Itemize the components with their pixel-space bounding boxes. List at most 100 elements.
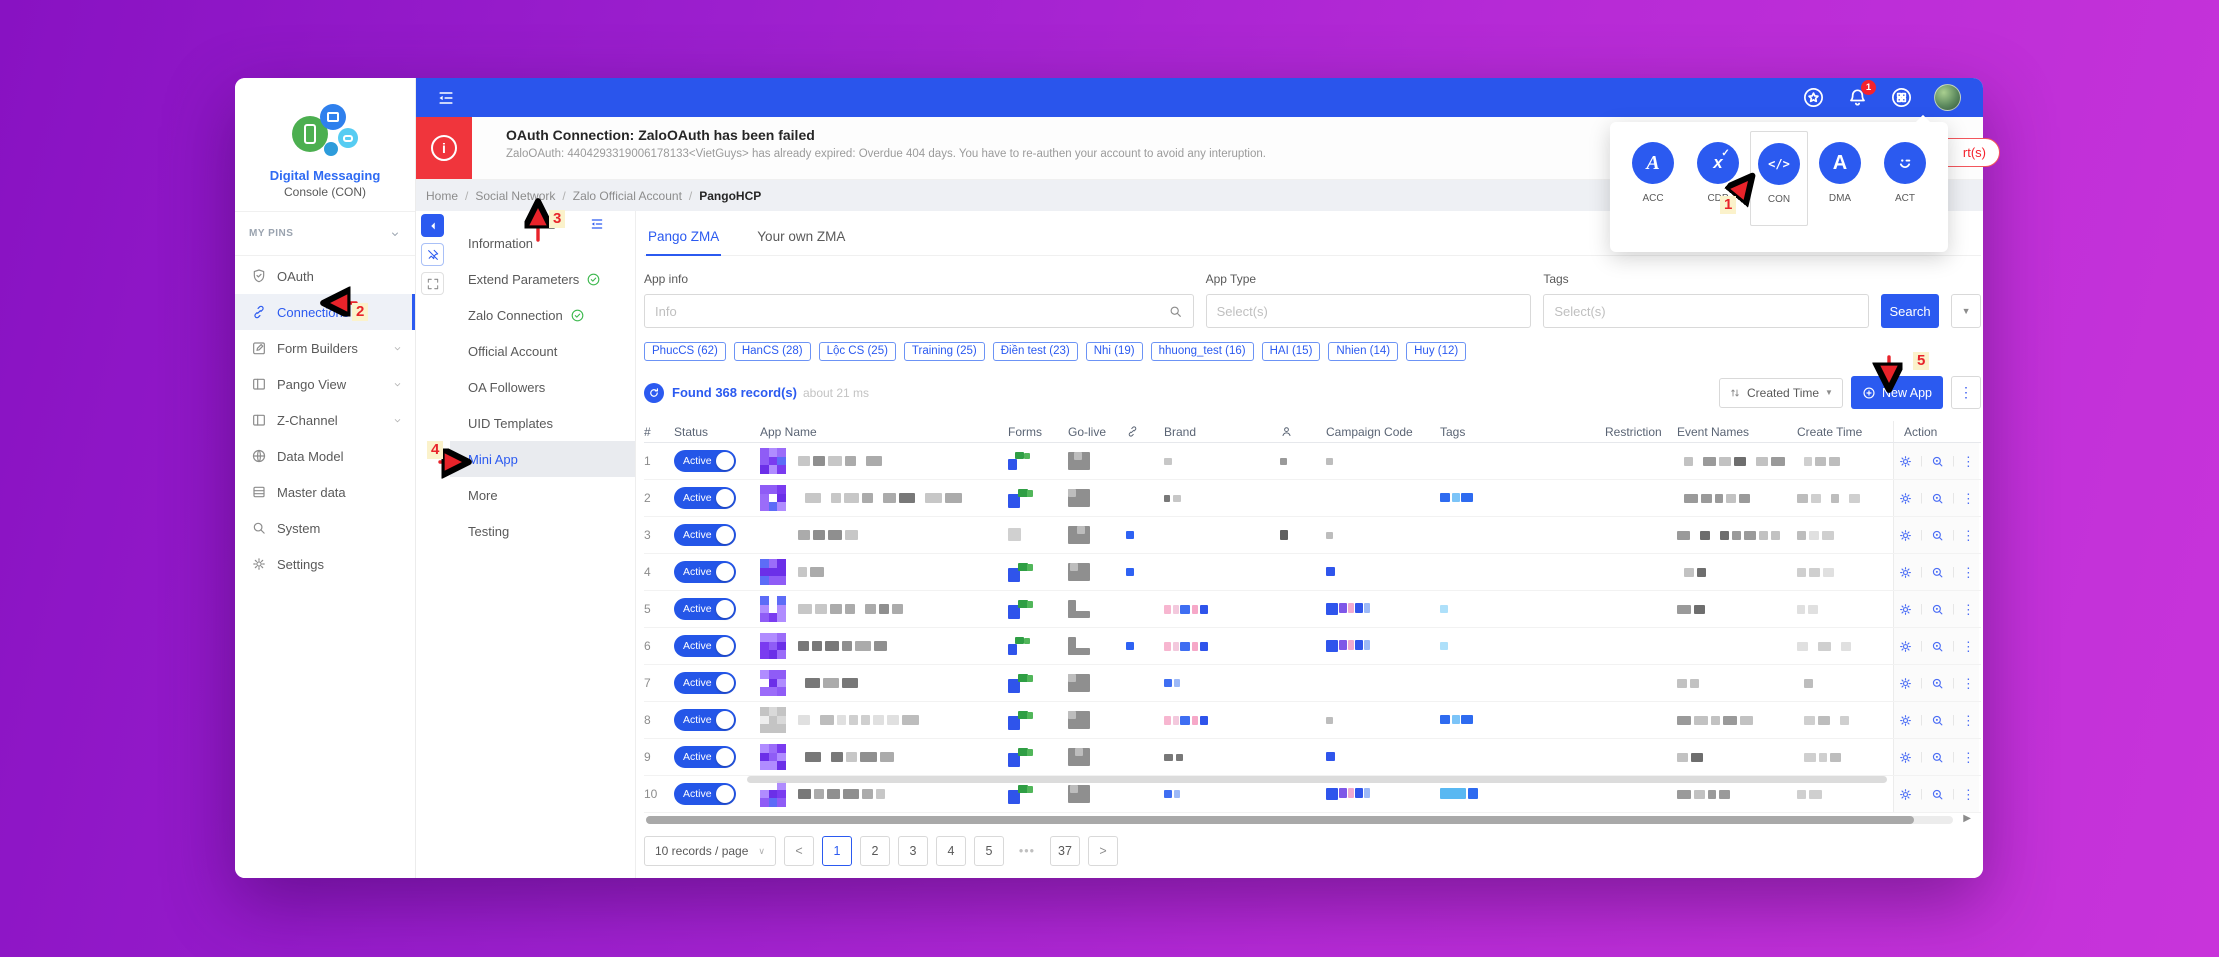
scroll-right-arrow-icon[interactable]: ▶ [1963,813,1971,824]
preview-search-icon[interactable] [1930,639,1945,654]
active-toggle[interactable]: Active [674,487,736,509]
active-toggle[interactable]: Active [674,783,736,805]
tab-your-own-zma[interactable]: Your own ZMA [757,229,846,244]
tag-chip-i-n-test-23[interactable]: Điền test (23) [992,342,1078,361]
preview-search-icon[interactable] [1930,602,1945,617]
favorites-star-icon[interactable] [1802,86,1825,109]
page-size-select[interactable]: 10 records / page ∨ [644,836,776,866]
search-button[interactable]: Search [1881,294,1940,328]
preview-search-icon[interactable] [1930,713,1945,728]
more-actions-icon[interactable]: ⋮ [1961,527,1975,543]
active-toggle[interactable]: Active [674,672,736,694]
more-actions-icon[interactable]: ⋮ [1961,453,1975,469]
tag-chip-hancs-28[interactable]: HanCS (28) [733,342,811,361]
notifications-bell-icon[interactable]: 1 [1846,80,1876,109]
active-toggle[interactable]: Active [674,746,736,768]
nav-item-information[interactable]: Information [450,225,635,261]
pagination-page-4[interactable]: 4 [936,836,966,866]
active-toggle[interactable]: Active [674,450,736,472]
collapse-panel-button[interactable] [421,214,444,237]
scrollbar-track[interactable] [646,816,1953,824]
sidebar-item-settings[interactable]: Settings [235,546,415,582]
more-actions-icon[interactable]: ⋮ [1961,601,1975,617]
menu-fold-icon[interactable] [436,88,456,108]
active-toggle[interactable]: Active [674,709,736,731]
unpin-icon[interactable] [421,243,444,266]
pagination-prev[interactable]: < [784,836,814,866]
tag-chip-hai-15[interactable]: HAI (15) [1261,342,1321,361]
nav-item-official-account[interactable]: Official Account [450,333,635,369]
gear-icon[interactable] [1898,787,1913,802]
preview-search-icon[interactable] [1930,750,1945,765]
app-switch-con[interactable]: </> CON [1750,131,1808,226]
user-avatar[interactable] [1934,84,1961,111]
active-toggle[interactable]: Active [674,635,736,657]
app-switch-act[interactable]: ACT [1876,142,1934,226]
my-pins-row[interactable]: MY PINS [235,212,415,256]
preview-search-icon[interactable] [1930,528,1945,543]
tag-chip-l-c-cs-25[interactable]: Lộc CS (25) [818,342,896,361]
tag-chip-nhi-19[interactable]: Nhi (19) [1085,342,1143,361]
breadcrumb-home[interactable]: Home [426,188,459,203]
apps-grid-icon[interactable] [1890,86,1913,109]
preview-search-icon[interactable] [1930,676,1945,691]
sort-created-time-button[interactable]: Created Time ▼ [1719,377,1843,408]
sidebar-item-z-channel[interactable]: Z-Channel [235,402,415,438]
gear-icon[interactable] [1898,454,1913,469]
preview-search-icon[interactable] [1930,454,1945,469]
table-horizontal-scrollbar-floating[interactable] [747,776,1887,783]
gear-icon[interactable] [1898,639,1913,654]
active-toggle[interactable]: Active [674,524,736,546]
gear-icon[interactable] [1898,713,1913,728]
preview-search-icon[interactable] [1930,565,1945,580]
app-switch-acc[interactable]: A ACC [1624,142,1682,226]
gear-icon[interactable] [1898,750,1913,765]
nav-item-zalo-connection[interactable]: Zalo Connection [450,297,635,333]
more-actions-icon[interactable]: ⋮ [1961,675,1975,691]
more-options-button[interactable]: ⋮ [1951,376,1981,409]
breadcrumb-zalo-official-account[interactable]: Zalo Official Account [572,188,682,203]
pagination-next[interactable]: > [1088,836,1118,866]
pagination-page-5[interactable]: 5 [974,836,1004,866]
app-switch-dma[interactable]: A DMA [1811,142,1869,226]
nav-item-uid-templates[interactable]: UID Templates [450,405,635,441]
app-type-select[interactable] [1216,303,1521,319]
nav-item-extend-parameters[interactable]: Extend Parameters [450,261,635,297]
pagination-page-37[interactable]: 37 [1050,836,1080,866]
tag-chip-nhien-14[interactable]: Nhien (14) [1328,342,1399,361]
sidebar-item-data-model[interactable]: Data Model [235,438,415,474]
pagination-page-3[interactable]: 3 [898,836,928,866]
more-actions-icon[interactable]: ⋮ [1961,712,1975,728]
sidebar-item-pango-view[interactable]: Pango View [235,366,415,402]
gear-icon[interactable] [1898,602,1913,617]
more-actions-icon[interactable]: ⋮ [1961,749,1975,765]
tags-select[interactable] [1554,303,1859,319]
gear-icon[interactable] [1898,565,1913,580]
gear-icon[interactable] [1898,676,1913,691]
nav-item-testing[interactable]: Testing [450,513,635,549]
pagination-page-2[interactable]: 2 [860,836,890,866]
preview-search-icon[interactable] [1930,787,1945,802]
gear-icon[interactable] [1898,528,1913,543]
sidebar-item-oauth[interactable]: OAuth [235,258,415,294]
active-toggle[interactable]: Active [674,561,736,583]
active-toggle[interactable]: Active [674,598,736,620]
fullscreen-icon[interactable] [421,272,444,295]
nav-item-oa-followers[interactable]: OA Followers [450,369,635,405]
nav-item-more[interactable]: More [450,477,635,513]
sidebar-item-form-builders[interactable]: Form Builders [235,330,415,366]
tab-pango-zma[interactable]: Pango ZMA [646,221,722,256]
more-actions-icon[interactable]: ⋮ [1961,638,1975,654]
gear-icon[interactable] [1898,491,1913,506]
search-options-caret-button[interactable]: ▼ [1951,294,1982,328]
scrollbar-thumb[interactable] [646,816,1914,824]
refresh-icon[interactable] [644,382,664,403]
pagination-page-1[interactable]: 1 [822,836,852,866]
sidebar-item-master-data[interactable]: Master data [235,474,415,510]
nav-item-mini-app[interactable]: Mini App [450,441,635,477]
more-actions-icon[interactable]: ⋮ [1961,786,1975,802]
tag-chip-training-25[interactable]: Training (25) [903,342,985,361]
nav-fold-icon[interactable] [589,216,605,232]
sidebar-item-system[interactable]: System [235,510,415,546]
more-actions-icon[interactable]: ⋮ [1961,490,1975,506]
